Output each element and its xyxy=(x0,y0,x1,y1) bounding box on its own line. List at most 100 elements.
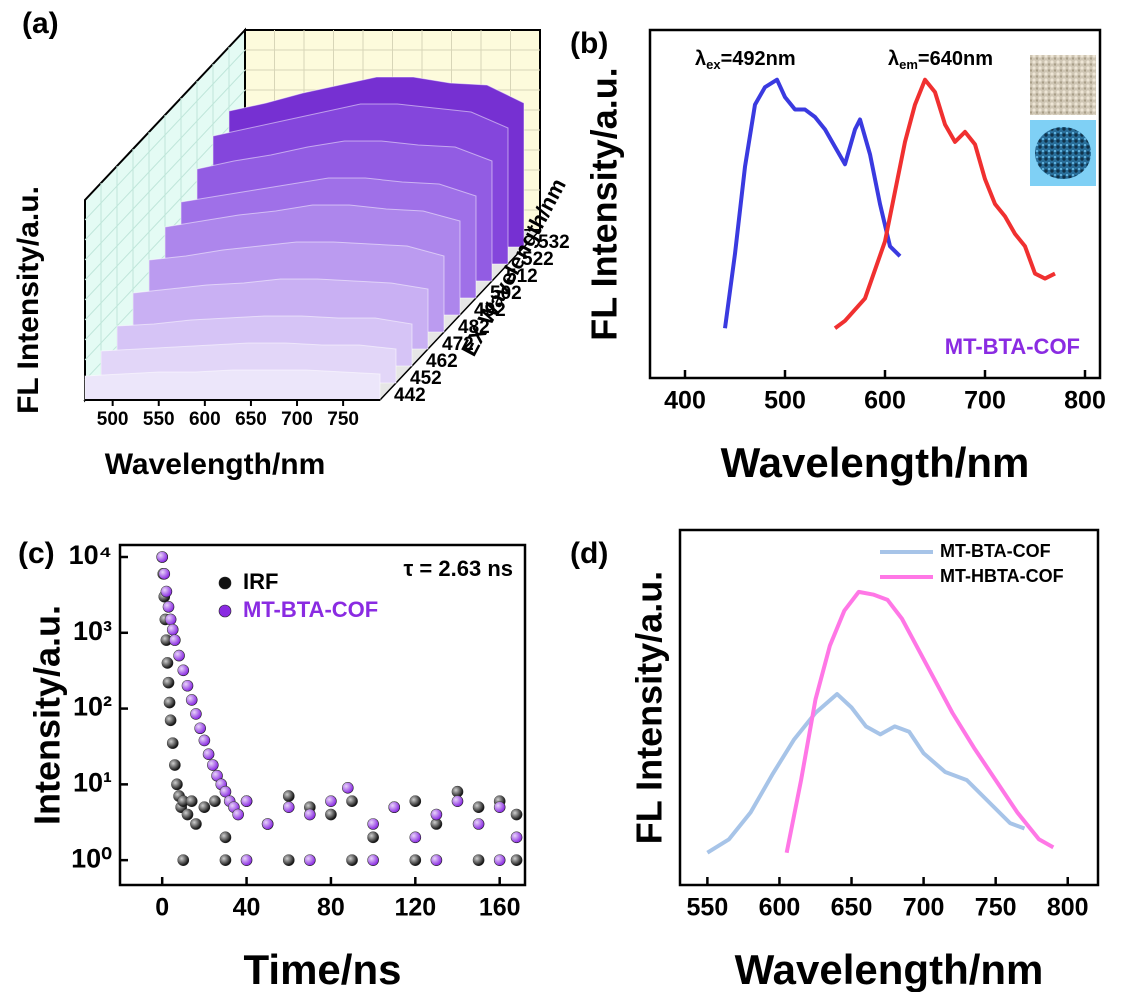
x-tick-label: 40 xyxy=(233,894,261,922)
point-shine xyxy=(177,795,189,807)
x-tick-label: 600 xyxy=(864,387,906,415)
y-tick-label: 10³ xyxy=(73,616,112,646)
annotation-text: =492nm xyxy=(721,48,796,70)
series-line xyxy=(784,589,1055,854)
x-tick-label: 550 xyxy=(143,409,175,430)
annotation-symbol: λ xyxy=(888,48,899,70)
series-line xyxy=(706,692,1026,855)
point-shine xyxy=(182,680,193,692)
point-shine xyxy=(167,624,179,636)
y-axis-label: FL Intensity/a.u. xyxy=(12,186,45,414)
point-shine xyxy=(177,854,189,866)
legend-label: IRF xyxy=(243,569,278,594)
point-shine xyxy=(346,795,358,807)
z-tick-label: 512 xyxy=(506,266,538,287)
x-tick-label: 650 xyxy=(831,894,873,922)
y-axis-label: FL Intensity/a.u. xyxy=(629,571,670,844)
x-tick-label: 650 xyxy=(235,409,267,430)
z-tick-label: 532 xyxy=(538,232,570,253)
point-shine xyxy=(283,790,295,802)
point-shine xyxy=(241,795,253,807)
point-shine xyxy=(194,722,206,734)
x-tick-label: 400 xyxy=(664,387,706,415)
point-shine xyxy=(367,854,379,866)
plot-frame xyxy=(678,528,1100,887)
plot-frame xyxy=(648,28,1102,380)
annotation: τ = 2.63 ns xyxy=(404,556,514,581)
point-shine xyxy=(430,809,442,821)
point-shine xyxy=(169,634,181,646)
point-shine xyxy=(160,634,172,646)
point-shine xyxy=(173,650,185,662)
point-shine xyxy=(283,854,295,866)
x-axis-label: Wavelength/nm xyxy=(105,448,326,481)
point-shine xyxy=(367,818,379,830)
point-shine xyxy=(325,809,337,821)
panel-label: (d) xyxy=(570,537,608,570)
legend-label: MT-BTA-COF xyxy=(940,541,1051,561)
x-tick-label: 600 xyxy=(189,409,221,430)
point-shine xyxy=(182,809,193,821)
x-tick-label: 750 xyxy=(327,409,359,430)
annotation: λem=640nm xyxy=(888,48,993,72)
point-shine xyxy=(241,854,253,866)
photo-daylight xyxy=(1030,55,1096,115)
wall-grid xyxy=(84,89,246,261)
point-shine xyxy=(325,795,337,807)
y-tick-label: 10⁴ xyxy=(69,540,112,570)
sample-label: MT-BTA-COF xyxy=(945,334,1080,359)
z-tick-label: 482 xyxy=(458,317,490,338)
x-tick-label: 750 xyxy=(975,894,1017,922)
point-shine xyxy=(186,795,198,807)
series-line xyxy=(723,77,902,329)
plot-frame xyxy=(118,543,527,887)
panel-label: (c) xyxy=(18,537,55,570)
z-tick-label: 452 xyxy=(410,368,442,389)
point-shine xyxy=(211,770,223,782)
annotation-text: =640nm xyxy=(918,48,993,70)
panel-label: (b) xyxy=(570,27,608,60)
point-shine xyxy=(452,786,463,798)
wall-grid xyxy=(84,49,246,221)
x-tick-label: 120 xyxy=(394,894,436,922)
x-tick-label: 700 xyxy=(903,894,945,922)
point-shine xyxy=(388,801,400,813)
z-tick-label: 472 xyxy=(442,334,474,355)
photo-uv xyxy=(1035,127,1091,179)
point-shine xyxy=(283,801,295,813)
point-shine xyxy=(367,831,379,843)
point-shine xyxy=(511,831,523,843)
x-tick-label: 500 xyxy=(764,387,806,415)
point-shine xyxy=(190,818,202,830)
point-shine xyxy=(186,694,198,706)
point-shine xyxy=(198,801,210,813)
point-shine xyxy=(169,759,181,771)
point-shine xyxy=(177,664,189,676)
x-tick-label: 80 xyxy=(317,894,345,922)
y-tick-label: 10⁰ xyxy=(71,843,112,873)
wall-grid xyxy=(84,69,246,241)
x-tick-label: 800 xyxy=(1047,894,1089,922)
point-shine xyxy=(171,778,183,790)
point-shine xyxy=(156,551,168,563)
x-tick-label: 700 xyxy=(964,387,1006,415)
x-tick-label: 0 xyxy=(155,894,169,922)
point-shine xyxy=(494,801,506,813)
z-tick-label: 442 xyxy=(394,385,426,406)
point-shine xyxy=(473,854,485,866)
point-shine xyxy=(198,734,210,746)
point-shine xyxy=(232,809,244,821)
annotation-subscript: ex xyxy=(706,57,721,72)
panel-label: (a) xyxy=(22,7,59,40)
point-shine xyxy=(165,714,177,726)
z-tick-label: 502 xyxy=(490,283,522,304)
y-tick-label: 10¹ xyxy=(73,767,112,797)
point-shine xyxy=(342,782,354,794)
point-shine xyxy=(163,677,175,689)
point-shine xyxy=(219,831,231,843)
x-tick-label: 600 xyxy=(759,894,801,922)
legend-label: MT-BTA-COF xyxy=(243,597,378,622)
point-shine xyxy=(304,854,316,866)
x-tick-label: 500 xyxy=(97,409,129,430)
